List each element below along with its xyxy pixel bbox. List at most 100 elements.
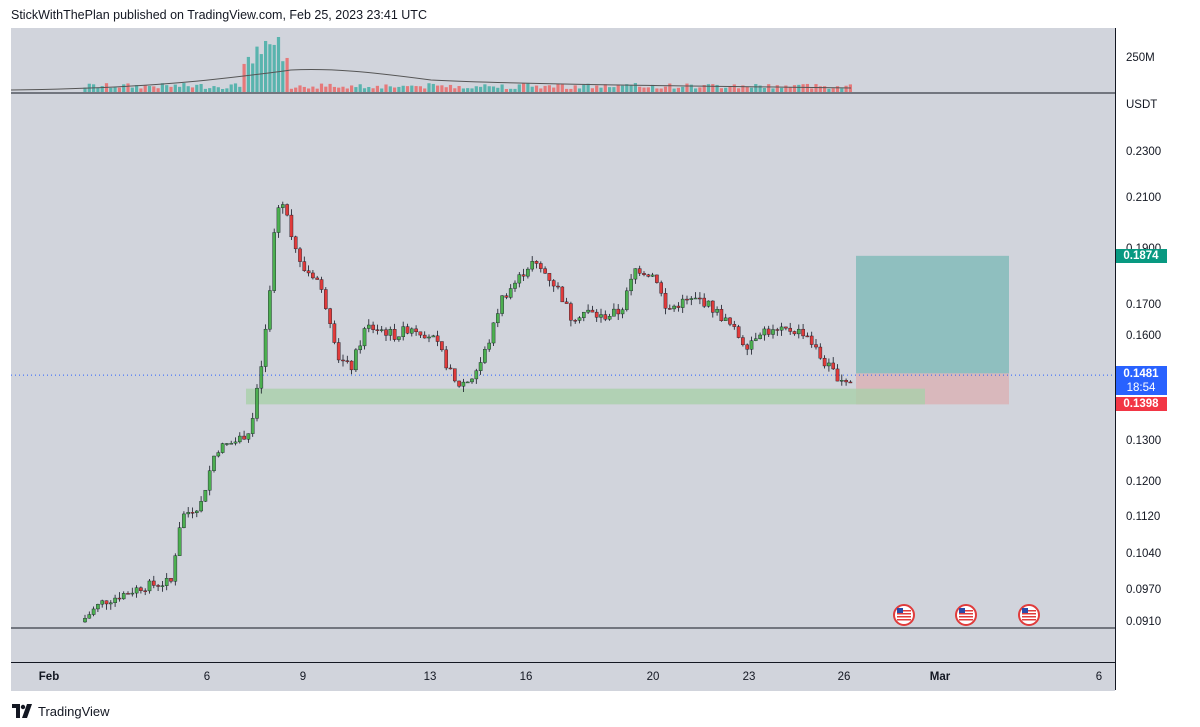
volume-bar (281, 61, 285, 92)
candle-body (594, 311, 599, 318)
candle-body (521, 274, 526, 277)
candle (603, 310, 608, 322)
candle (534, 260, 539, 269)
flag-canton (959, 608, 965, 613)
candle-body (766, 328, 771, 335)
price-axis[interactable]: USDT250M0.23000.21000.19000.17000.16000.… (1115, 28, 1200, 690)
candle (465, 381, 470, 384)
candle (521, 268, 526, 282)
candle-body (573, 320, 577, 322)
candle (268, 285, 272, 332)
candle (650, 272, 655, 278)
candle (229, 440, 234, 445)
candle (599, 308, 603, 323)
candle-body (474, 370, 479, 380)
candle (126, 591, 130, 595)
candle (242, 430, 246, 440)
candle-body (104, 600, 109, 605)
flag-stripe (1022, 610, 1036, 612)
volume-bar (706, 84, 711, 92)
candle-body (207, 470, 212, 491)
volume-bar (328, 83, 332, 92)
candle (551, 279, 556, 292)
candle-body (250, 418, 255, 434)
current-price-tag: 0.1481 18:54 (1115, 367, 1167, 396)
candle-body (341, 359, 345, 362)
candle (478, 357, 483, 375)
volume-bar (311, 86, 315, 92)
candle-body (470, 378, 474, 383)
candle-body (285, 204, 289, 216)
candle-body (784, 326, 788, 329)
candle (121, 591, 126, 600)
candle-body (719, 309, 724, 322)
time-axis[interactable]: Feb 6 9 13 16 20 23 26 Mar 6 (11, 662, 1115, 691)
candle (496, 308, 500, 328)
candle (418, 331, 423, 339)
candle-body (560, 286, 565, 303)
candle-body (246, 433, 251, 440)
candle (840, 374, 844, 386)
candle (431, 334, 436, 338)
candle-body (392, 329, 397, 340)
candle (758, 332, 762, 340)
volume-bar (646, 87, 650, 92)
candle (620, 307, 625, 319)
volume-bar (337, 87, 341, 92)
candle-body (693, 297, 698, 300)
candle (453, 368, 457, 383)
candle (483, 346, 487, 364)
candle (814, 338, 818, 350)
candlestick-chart[interactable] (11, 28, 1115, 662)
volume-bar (668, 83, 672, 92)
volume-bar (767, 84, 771, 92)
candle (199, 496, 203, 513)
candle-body (422, 334, 427, 339)
volume-bar (543, 85, 547, 92)
candle-body (242, 435, 246, 440)
x-tick-label: 9 (299, 671, 307, 683)
candle-body (500, 295, 504, 314)
candle (831, 357, 835, 371)
candle-body (147, 580, 152, 592)
candle (212, 455, 216, 473)
candle-body (384, 329, 388, 336)
candle (827, 358, 831, 372)
volume-bar (513, 88, 517, 92)
candle-body (349, 360, 354, 371)
volume-bar (457, 86, 461, 92)
candle-body (328, 308, 332, 324)
volume-bar (375, 85, 379, 92)
candle-body (113, 597, 117, 604)
volume-bar (276, 37, 281, 92)
candle-body (513, 282, 517, 289)
volume-bar (384, 84, 388, 92)
candle-body (840, 380, 844, 382)
candle (809, 331, 814, 348)
candle-body (741, 337, 745, 346)
volume-bar (186, 86, 190, 92)
volume-bar (844, 85, 848, 92)
volume-bar (152, 86, 156, 92)
chart-area[interactable] (11, 28, 1115, 662)
volume-bar (268, 44, 272, 92)
candle (762, 326, 767, 341)
candle (91, 606, 96, 617)
volume-bar (298, 85, 302, 92)
candle-body (100, 600, 104, 605)
volume-bar (367, 86, 371, 92)
volume-bar (608, 87, 612, 92)
volume-bar (156, 88, 160, 92)
candle (504, 293, 509, 300)
candle-body (332, 323, 337, 343)
volume-bar (285, 57, 289, 92)
volume-bar (130, 87, 134, 92)
candle (582, 311, 586, 322)
volume-bar (182, 83, 186, 92)
volume-bar (173, 84, 177, 92)
candle (134, 585, 139, 598)
candle-body (508, 288, 513, 298)
volume-bar (818, 86, 822, 92)
candle (367, 319, 371, 333)
candle (341, 354, 345, 367)
